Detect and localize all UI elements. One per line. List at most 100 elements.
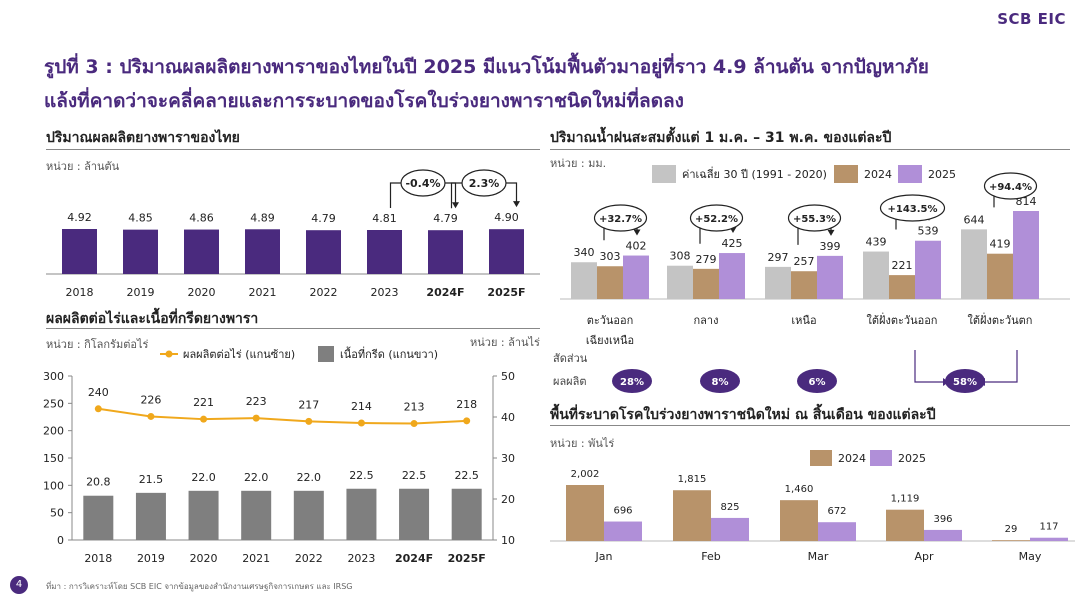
share-badge-label: 8% — [712, 377, 729, 388]
production-change-label: -0.4% — [405, 177, 440, 190]
area-value-label: 22.0 — [191, 471, 216, 484]
production-value-label: 4.86 — [189, 212, 214, 225]
left-axis-tick-label: 250 — [43, 397, 64, 410]
rain-legend-label: 2024 — [864, 168, 892, 181]
right-axis-tick-label: 10 — [501, 534, 515, 547]
production-value-label: 4.81 — [372, 212, 397, 225]
page-title-line-1: รูปที่ 3 : ปริมาณผลผลิตยางพาราของไทยในปี… — [44, 56, 929, 78]
production-bar-2023 — [367, 230, 402, 274]
left-axis-tick-label: 0 — [57, 534, 64, 547]
yield-point-2022 — [305, 417, 313, 425]
production-value-label: 4.79 — [311, 212, 336, 225]
right-axis-tick-label: 40 — [501, 411, 515, 424]
production-bar-2021 — [245, 229, 280, 274]
disease-chart-title: พื้นที่ระบาดโรคใบร่วงยางพาราชนิดใหม่ ณ ส… — [550, 407, 936, 423]
yield-value-label: 221 — [193, 396, 214, 409]
share-badge-label: 28% — [620, 377, 644, 388]
area-bar-2020 — [188, 490, 219, 540]
rain-change-label: +32.7% — [599, 214, 642, 225]
yield-area-title-divider — [46, 328, 540, 329]
left-axis-tick-label: 300 — [43, 370, 64, 383]
share-badge-2 — [797, 369, 837, 393]
disease-value-label: 825 — [720, 502, 739, 513]
rain-bar — [693, 268, 719, 299]
production-chart-title: ปริมาณผลผลิตยางพาราของไทย — [46, 130, 240, 146]
rain-legend-label: ค่าเฉลี่ย 30 ปี (1991 - 2020) — [682, 166, 827, 181]
rain-value-label: 279 — [696, 253, 717, 266]
yield-point-2024F — [410, 420, 418, 428]
production-value-label: 4.89 — [250, 211, 275, 224]
disease-x-tick-label: Feb — [701, 550, 720, 563]
left-axis-tick-label: 200 — [43, 425, 64, 438]
rain-value-label: 539 — [918, 225, 939, 238]
area-bar-2021 — [241, 490, 272, 540]
share-label: สัดส่วน — [553, 352, 588, 365]
brand-logo: SCB EIC — [997, 10, 1066, 28]
production-bar-2018 — [62, 229, 97, 274]
disease-bar — [886, 509, 924, 541]
production-x-tick-label: 2019 — [127, 286, 155, 299]
yield-line — [98, 407, 467, 425]
disease-bar — [992, 540, 1030, 541]
rain-category-label: ตะวันออก — [587, 314, 634, 327]
production-x-tick-label: 2022 — [310, 286, 338, 299]
production-change-bubble — [461, 169, 507, 197]
area-value-label: 22.5 — [454, 469, 479, 482]
rain-bar — [623, 255, 649, 299]
disease-legend-swatch-1 — [870, 450, 892, 466]
disease-value-label: 696 — [613, 506, 632, 517]
left-axis-tick-label: 150 — [43, 452, 64, 465]
production-bar-2022 — [306, 230, 341, 274]
disease-bar — [711, 517, 749, 541]
rainfall-chart: ค่าเฉลี่ย 30 ปี (1991 - 2020) 2024 2025 340… — [553, 165, 1070, 393]
yield-value-label: 217 — [298, 398, 319, 411]
disease-title-divider — [550, 425, 1070, 426]
production-x-tick-label: 2018 — [66, 286, 94, 299]
production-bar-2025F — [489, 229, 524, 274]
rain-change-arrowhead — [633, 229, 641, 236]
left-axis-tick-label: 100 — [43, 479, 64, 492]
yield-value-label: 213 — [404, 401, 425, 414]
disease-legend-label: 2025 — [898, 452, 926, 465]
rain-legend-swatch-2 — [898, 165, 922, 183]
production-change-bubble — [400, 169, 446, 197]
rain-change-label: +94.4% — [989, 182, 1032, 193]
disease-bar — [780, 500, 818, 541]
rain-bar — [597, 266, 623, 299]
yield-x-tick-label: 2021 — [242, 552, 270, 565]
disease-bar — [924, 529, 962, 541]
yield-value-label: 223 — [246, 395, 267, 408]
yield-x-tick-label: 2022 — [295, 552, 323, 565]
area-bar-2024F — [399, 488, 430, 540]
yield-x-tick-label: 2024F — [395, 552, 433, 565]
production-x-tick-label: 2020 — [188, 286, 216, 299]
production-change-label: 2.3% — [469, 177, 500, 190]
rain-change-bubble — [689, 204, 744, 232]
production-bar-2019 — [123, 229, 158, 274]
rain-value-label: 419 — [990, 238, 1011, 251]
rainfall-title-divider — [550, 149, 1070, 150]
production-change-arrowhead — [452, 202, 459, 209]
yield-x-tick-label: 2025F — [448, 552, 486, 565]
yield-unit-left: หน่วย : กิโลกรัมต่อไร่ — [46, 338, 149, 351]
area-value-label: 21.5 — [139, 473, 164, 486]
production-x-tick-label: 2021 — [249, 286, 277, 299]
rain-bar — [863, 251, 889, 299]
disease-legend-label: 2024 — [838, 452, 866, 465]
rain-value-label: 340 — [574, 246, 595, 259]
share-south-connector — [985, 350, 1018, 383]
rain-change-label: +143.5% — [887, 204, 937, 215]
rain-value-label: 303 — [600, 250, 621, 263]
disease-chart: 2024 2025 2,002 696 Jan 1,815 825 Feb 1,460 672 Ma… — [550, 450, 1075, 563]
disease-value-label: 672 — [827, 506, 846, 517]
rain-change-bubble — [593, 204, 648, 232]
page-title-line-2: แล้งที่คาดว่าจะคลี่คลายและการระบาดของโรค… — [44, 90, 684, 112]
rain-bar — [1013, 211, 1039, 299]
share-badge-1 — [700, 369, 740, 393]
rain-value-label: 644 — [964, 213, 985, 226]
left-axis-tick-label: 50 — [50, 507, 64, 520]
yield-point-2019 — [147, 412, 155, 420]
disease-bar — [1030, 537, 1068, 541]
rain-change-label: +55.3% — [793, 214, 836, 225]
legend-area-label: เนื้อที่กรีด (แกนขวา) — [340, 346, 438, 361]
